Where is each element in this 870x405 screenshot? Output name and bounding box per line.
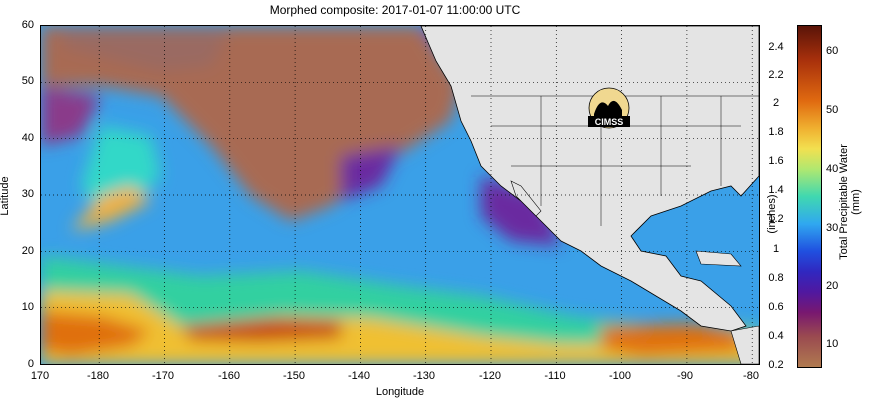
cbar-in-tick: 0.4 <box>768 330 784 342</box>
x-tick-170: 170 <box>30 370 50 382</box>
x-tick-m110: -110 <box>544 370 566 382</box>
x-tick-m150: -150 <box>282 370 306 382</box>
x-tick-m100: -100 <box>608 370 632 382</box>
cbar-in-tick: 2 <box>772 97 780 109</box>
y-tick-60: 60 <box>21 19 34 31</box>
tpw-map: CIMSS <box>40 25 760 365</box>
x-tick-m80: -80 <box>743 370 759 382</box>
y-axis-label: Latitude <box>0 176 11 216</box>
baja-california <box>510 180 542 217</box>
x-tick-m180: -180 <box>86 370 110 382</box>
cbar-mm-tick: 10 <box>826 338 839 350</box>
x-tick-m170: -170 <box>151 370 175 382</box>
cuba <box>695 250 742 267</box>
colorbar <box>797 25 822 368</box>
y-tick-0: 0 <box>27 358 34 370</box>
cbar-mm-tick: 20 <box>826 280 839 292</box>
y-tick-20: 20 <box>21 245 34 257</box>
cbar-mm-tick: 60 <box>826 45 839 57</box>
y-tick-40: 40 <box>21 132 34 144</box>
cbar-in-tick: 1 <box>772 243 780 255</box>
x-tick-m130: -130 <box>412 370 436 382</box>
cbar-in-tick: 1.4 <box>768 184 784 196</box>
map-title: Morphed composite: 2017-01-07 11:00:00 U… <box>269 3 521 17</box>
north-america <box>420 26 759 332</box>
y-tick-50: 50 <box>21 75 34 87</box>
cbar-mm-tick: 40 <box>826 163 839 175</box>
tpw-field-svg: CIMSS <box>41 26 759 364</box>
x-tick-m90: -90 <box>677 370 693 382</box>
y-tick-30: 30 <box>21 188 34 200</box>
cbar-mm-tick: 50 <box>826 104 839 116</box>
logo-text: CIMSS <box>595 117 624 127</box>
x-axis-label: Longitude <box>375 386 425 398</box>
x-tick-m140: -140 <box>347 370 371 382</box>
y-tick-10: 10 <box>21 301 34 313</box>
x-tick-m160: -160 <box>217 370 241 382</box>
x-tick-m120: -120 <box>478 370 502 382</box>
colorbar-mm-label: Total Precipitable Water (mm) <box>838 144 862 260</box>
graticule <box>41 26 759 364</box>
cbar-in-tick: 0.6 <box>768 301 784 313</box>
cbar-in-tick: 1.2 <box>768 213 784 225</box>
cimss-logo: CIMSS <box>588 87 630 129</box>
land-masses <box>420 26 759 364</box>
cbar-in-tick: 0.2 <box>768 359 784 371</box>
cbar-in-tick: 1.8 <box>768 126 784 138</box>
cbar-in-tick: 1.6 <box>768 155 784 167</box>
cbar-in-tick: 2.4 <box>768 41 784 53</box>
cbar-in-tick: 0.8 <box>768 272 784 284</box>
cbar-mm-tick: 30 <box>826 222 839 234</box>
cbar-in-tick: 2.2 <box>768 69 784 81</box>
